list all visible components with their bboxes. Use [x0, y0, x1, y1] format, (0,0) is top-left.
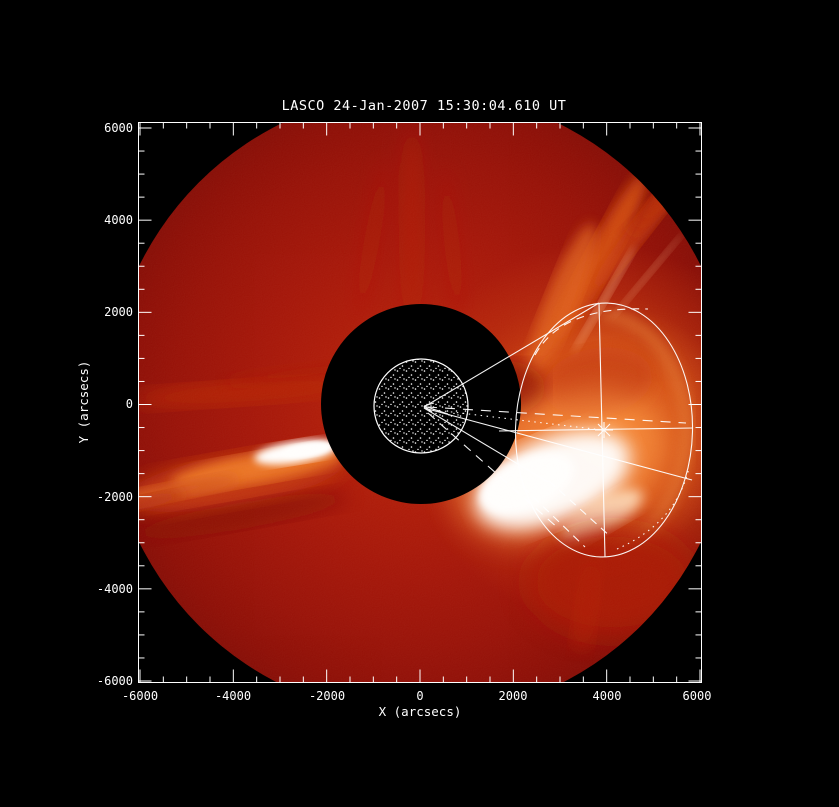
y-tick-label: 4000	[104, 213, 133, 227]
x-tick-label: 4000	[593, 689, 622, 703]
x-axis-title: X (arcsecs)	[379, 704, 462, 719]
model-front-ellipse	[514, 302, 694, 558]
gcs-wireframe-overlay	[423, 302, 694, 558]
apex-asterisk-marker	[595, 422, 613, 438]
sun-stipple-disk	[373, 358, 469, 454]
model-leg-lower	[423, 407, 549, 483]
y-tick-label: -4000	[97, 582, 133, 596]
model-leg-upper	[423, 302, 600, 408]
sun-center-arrow	[423, 402, 449, 415]
model-leg-right	[423, 407, 693, 481]
model-hatch-1	[522, 486, 586, 548]
y-tick-label: 6000	[104, 121, 133, 135]
model-bottom-dotted-arc	[616, 467, 690, 550]
y-tick-label: -6000	[97, 674, 133, 688]
model-axis-dashed	[426, 406, 687, 424]
x-tick-label: -4000	[215, 689, 251, 703]
y-tick-label: 2000	[104, 305, 133, 319]
x-tick-label: 6000	[683, 689, 712, 703]
plot-title: LASCO 24-Jan-2007 15:30:04.610 UT	[282, 98, 567, 114]
model-top-dashed-arc	[534, 308, 649, 356]
x-tick-labels: -6000 -4000 -2000 0 2000 4000 6000	[122, 689, 712, 703]
y-tick-label: 0	[126, 397, 133, 411]
y-axis-title: Y (arcsecs)	[76, 361, 91, 444]
x-tick-label: 2000	[499, 689, 528, 703]
x-tick-label: -6000	[122, 689, 158, 703]
y-tick-labels: 6000 4000 2000 0 -2000 -4000 -6000	[97, 121, 133, 688]
model-leg-dashed-steep	[427, 412, 559, 529]
x-tick-label: 0	[416, 689, 423, 703]
y-tick-label: -2000	[97, 490, 133, 504]
x-tick-label: -2000	[309, 689, 345, 703]
axis-ticks	[138, 122, 702, 683]
